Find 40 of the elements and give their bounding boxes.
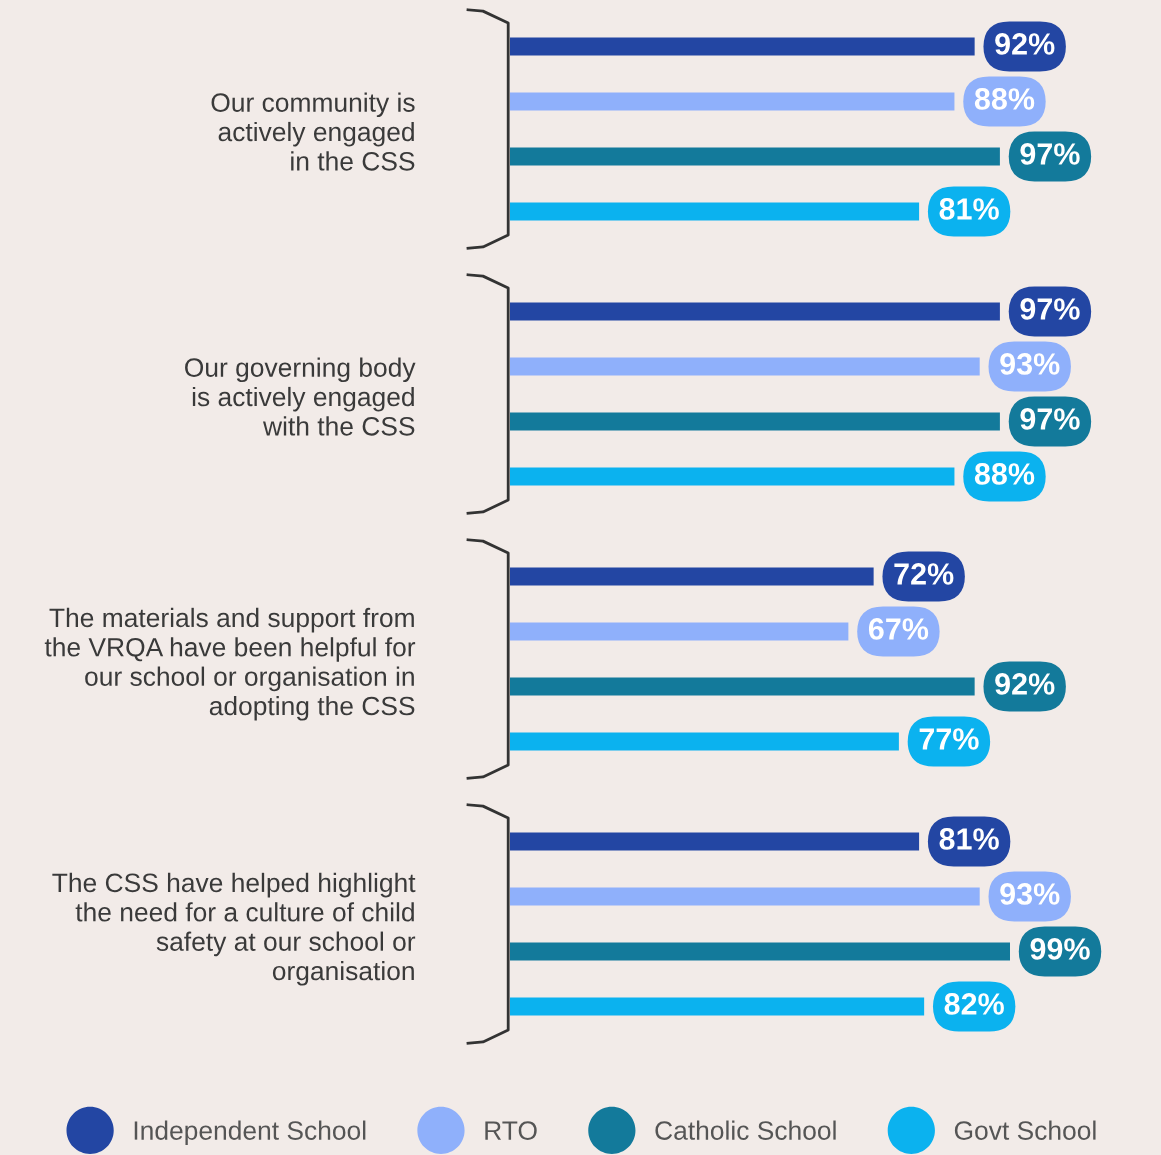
legend-label: Catholic School	[655, 1120, 836, 1140]
legend-label: Independent School	[134, 1120, 366, 1146]
legend-label: RTO	[485, 1121, 537, 1140]
bar	[510, 92, 955, 111]
bar	[510, 412, 1000, 431]
data-label: 81%	[939, 828, 999, 850]
legend-label: Govt School	[954, 1120, 1096, 1140]
data-label: 93%	[1000, 353, 1060, 375]
data-label: 67%	[868, 618, 929, 640]
y-tick-label: Our community is actively engaged in the CSS	[211, 92, 415, 171]
bar	[510, 567, 874, 586]
bar	[510, 732, 899, 751]
y-tick-label: The CSS have helped highlight the need for a culture of child safety at our school or organisation	[52, 872, 416, 986]
data-label: 88%	[974, 88, 1035, 110]
bar	[510, 997, 925, 1016]
data-label: 72%	[894, 563, 954, 585]
data-label: 93%	[1000, 883, 1060, 905]
bar	[510, 37, 975, 56]
bar	[510, 677, 975, 696]
bar	[510, 467, 955, 486]
bar	[510, 622, 849, 641]
bar	[510, 887, 980, 906]
data-label: 97%	[1020, 298, 1080, 320]
data-label: 97%	[1020, 408, 1080, 430]
bar	[510, 202, 920, 221]
data-label: 92%	[995, 33, 1055, 55]
data-label: 97%	[1020, 143, 1080, 165]
data-label: 99%	[1030, 938, 1090, 960]
data-label: 81%	[939, 198, 999, 220]
bar	[510, 357, 980, 376]
y-tick-label: The materials and support from the VRQA have been helpful for our school or organisation in adopting the CSS	[44, 607, 416, 721]
bar	[510, 832, 920, 851]
data-label: 88%	[974, 463, 1035, 485]
bar	[510, 147, 1000, 166]
y-tick-label: Our governing body is actively engaged with the CSS	[185, 357, 416, 436]
bar	[510, 942, 1010, 961]
data-label: 92%	[995, 673, 1055, 695]
bar	[510, 302, 1000, 321]
data-label: 82%	[944, 993, 1004, 1015]
data-label: 77%	[919, 728, 979, 750]
